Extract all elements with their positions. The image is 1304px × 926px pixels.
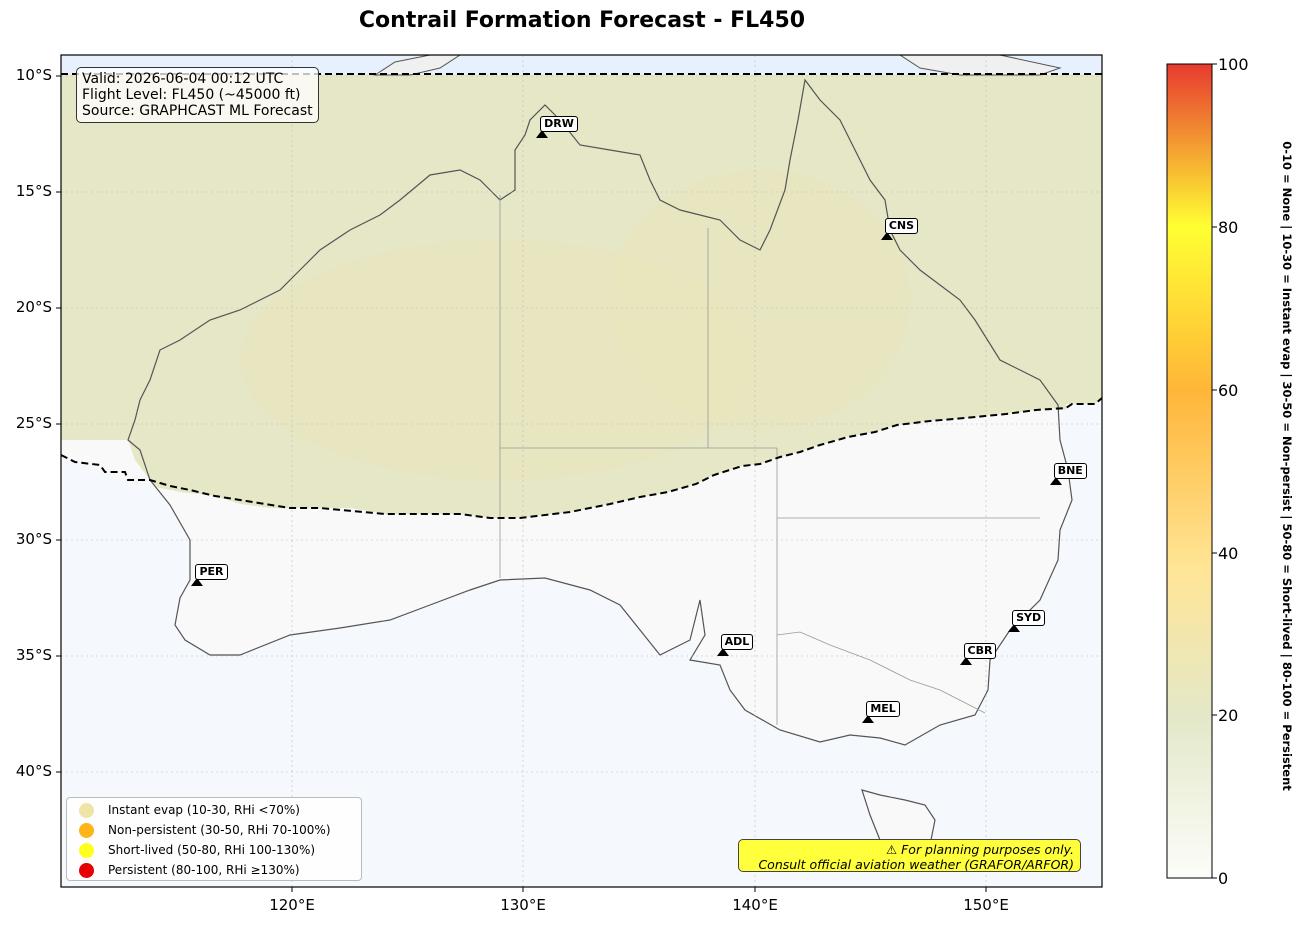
- northern-strip: [61, 55, 1102, 75]
- timor: [373, 55, 461, 76]
- lat-tick-label: 15°S: [15, 182, 52, 200]
- city-marker-bne: [1049, 476, 1062, 485]
- map-frame: [60, 54, 1103, 888]
- city-marker-drw: [536, 129, 549, 138]
- colorbar-tick-label: 20: [1218, 706, 1239, 725]
- legend-dot-shortlived: [79, 842, 94, 858]
- city-marker-syd: [1008, 624, 1021, 633]
- city-label-cns: CNS: [884, 217, 919, 234]
- legend: Instant evap (10-30, RHi <70%) Non-persi…: [66, 797, 362, 881]
- valid-time: Valid: 2026-06-04 00:12 UTC: [82, 71, 284, 87]
- legend-item: Persistent (80-100, RHi ≥130%): [67, 860, 361, 880]
- city-label-per: PER: [195, 564, 228, 581]
- city-label-bne: BNE: [1053, 462, 1087, 479]
- city-marker-cns: [880, 231, 893, 240]
- south-boundary: [61, 397, 1102, 519]
- colorbar: [1166, 63, 1213, 879]
- city-label-mel: MEL: [866, 700, 900, 717]
- legend-dot-instant: [79, 802, 94, 818]
- city-label-cbr: CBR: [963, 642, 997, 659]
- lat-tick-label: 35°S: [15, 646, 52, 664]
- lat-tick-label: 30°S: [15, 530, 52, 548]
- colorbar-tick-label: 40: [1218, 544, 1239, 563]
- legend-label: Persistent (80-100, RHi ≥130%): [108, 863, 300, 877]
- legend-dot-nonpersistent: [79, 822, 94, 838]
- legend-label: Short-lived (50-80, RHi 100-130%): [108, 843, 316, 857]
- state-borders: [499, 195, 1040, 725]
- legend-item: Short-lived (50-80, RHi 100-130%): [67, 840, 361, 860]
- disclaimer-line-1: ⚠ For planning purposes only.: [886, 842, 1074, 857]
- shading-core-east: [610, 170, 910, 430]
- legend-dot-persistent: [79, 862, 94, 878]
- lat-tick-label: 40°S: [15, 762, 52, 780]
- lat-tick-label: 20°S: [15, 298, 52, 316]
- disclaimer-line-2: Consult official aviation weather (GRAFO…: [758, 857, 1074, 872]
- colorbar-tick-label: 100: [1218, 55, 1249, 74]
- chart-title: Contrail Formation Forecast - FL450: [358, 8, 806, 33]
- legend-label: Instant evap (10-30, RHi <70%): [108, 803, 300, 817]
- city-label-drw: DRW: [540, 115, 578, 132]
- lat-tick-label: 25°S: [15, 414, 52, 432]
- disclaimer-box: ⚠ For planning purposes only. Consult of…: [738, 839, 1081, 872]
- data-source: Source: GRAPHCAST ML Forecast: [82, 103, 313, 119]
- city-marker-cbr: [959, 656, 972, 665]
- legend-label: Non-persistent (30-50, RHi 70-100%): [108, 823, 331, 837]
- legend-item: Non-persistent (30-50, RHi 70-100%): [67, 820, 361, 840]
- city-marker-per: [191, 578, 204, 587]
- colorbar-label: 0-10 = None | 10-30 = Instant evap | 30-…: [1280, 141, 1294, 791]
- city-label-adl: ADL: [720, 633, 754, 650]
- city-label-syd: SYD: [1012, 610, 1046, 627]
- forecast-info-box: Valid: 2026-06-04 00:12 UTC Flight Level…: [76, 67, 319, 123]
- gridlines: [61, 55, 1102, 887]
- lon-tick-label: 150°E: [963, 896, 1009, 914]
- axis-ticks: [56, 75, 987, 892]
- flight-level: Flight Level: FL450 (~45000 ft): [82, 87, 301, 103]
- colorbar-tick-label: 80: [1218, 218, 1239, 237]
- colorbar-ticks: [1212, 63, 1217, 879]
- lon-tick-label: 140°E: [732, 896, 778, 914]
- lon-tick-label: 120°E: [269, 896, 315, 914]
- legend-item: Instant evap (10-30, RHi <70%): [67, 800, 361, 820]
- colorbar-tick-label: 0: [1218, 869, 1229, 888]
- lon-tick-label: 130°E: [500, 896, 546, 914]
- colorbar-tick-label: 60: [1218, 381, 1239, 400]
- lat-tick-label: 10°S: [15, 66, 52, 84]
- city-marker-adl: [716, 647, 729, 656]
- city-marker-mel: [862, 714, 875, 723]
- land-south: [61, 408, 1072, 745]
- coastline: [127, 78, 1073, 746]
